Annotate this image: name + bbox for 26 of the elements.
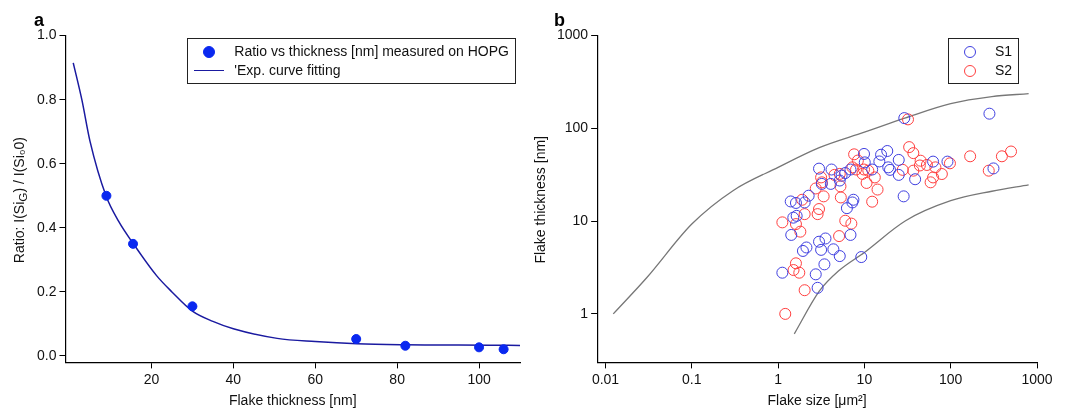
legend-label: 'Exp. curve fitting: [234, 61, 341, 80]
x-tick-label: 100: [467, 370, 491, 387]
x-tick-label: 0.01: [591, 370, 620, 387]
y-tick-label: 0.6: [36, 154, 57, 171]
x-tick-label: 1000: [1021, 370, 1053, 387]
y-tick-label: 100: [564, 119, 589, 136]
y-tick-label: 10: [572, 211, 589, 228]
x-tick-label: 0.1: [682, 370, 702, 387]
y-tick-label: 0.8: [36, 90, 57, 107]
x-axis-title: Flake size [μm²]: [767, 392, 867, 409]
legend-label: S1: [994, 42, 1012, 61]
x-tick-label: 10: [856, 370, 873, 387]
x-tick-label: 60: [307, 370, 324, 387]
x-tick-label: 100: [939, 370, 963, 387]
y-tick-label: 0.0: [36, 346, 57, 363]
x-tick-label: 1: [774, 370, 783, 387]
y-tick-label: 0.4: [36, 218, 57, 235]
x-tick-label: 20: [143, 370, 160, 387]
legend-label: Ratio vs thickness [nm] measured on HOPG: [234, 42, 509, 61]
y-tick-label: 1: [580, 304, 589, 321]
x-tick-label: 40: [225, 370, 242, 387]
y-axis-title: Flake thickness [nm]: [532, 136, 548, 264]
legend-label: S2: [994, 61, 1012, 80]
x-tick-label: 80: [389, 370, 406, 387]
y-tick-label: 0.2: [36, 282, 57, 299]
x-axis-title: Flake thickness [nm]: [228, 392, 357, 409]
